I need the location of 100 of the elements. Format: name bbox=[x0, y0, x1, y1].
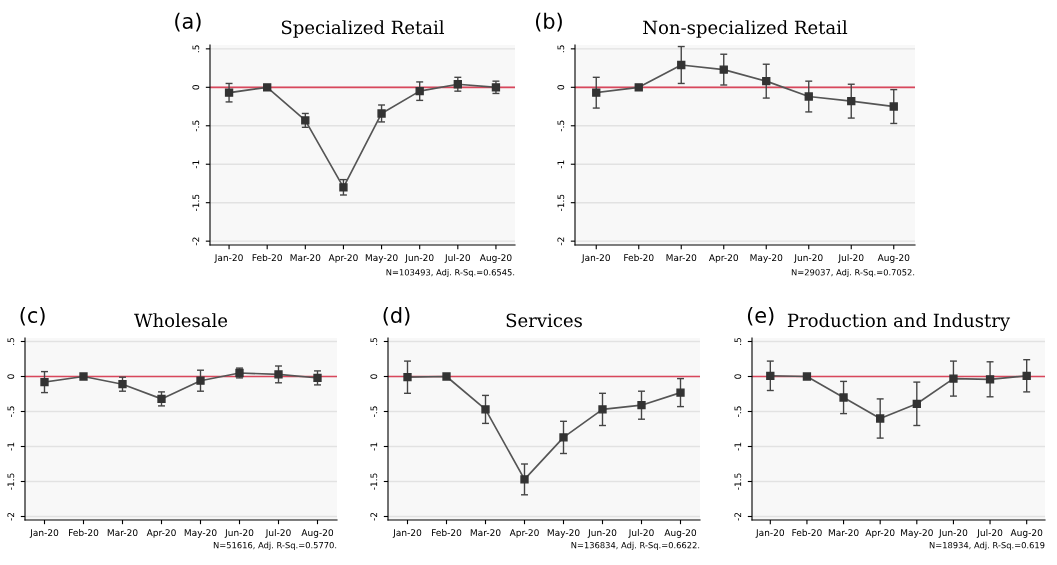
x-tick-label: Jun-20 bbox=[224, 529, 254, 538]
x-tick-label: Mar-20 bbox=[470, 529, 501, 537]
x-tick-label: May-20 bbox=[750, 254, 783, 263]
x-tick-label: May-20 bbox=[365, 254, 398, 263]
y-tick-label: -1 bbox=[7, 442, 15, 451]
x-tick-label: May-20 bbox=[184, 529, 217, 538]
x-tick-label: Aug-20 bbox=[301, 529, 334, 538]
y-tick-label: -1.5 bbox=[7, 473, 15, 490]
x-tick-label: Feb-20 bbox=[792, 529, 822, 537]
x-tick-label: Jul-20 bbox=[444, 254, 471, 263]
y-tick-label: -.5 bbox=[370, 406, 378, 417]
x-tick-label: Jun-20 bbox=[793, 254, 823, 263]
x-tick-label: Jan-20 bbox=[214, 254, 243, 263]
point bbox=[592, 88, 601, 97]
point bbox=[415, 86, 424, 96]
x-tick-label: Aug-20 bbox=[877, 254, 910, 263]
y-tick-label: .5 bbox=[370, 337, 378, 345]
point bbox=[224, 88, 234, 97]
x-tick-label: Jun-20 bbox=[587, 529, 617, 538]
y-tick-label: 0 bbox=[370, 374, 378, 379]
point bbox=[196, 376, 205, 385]
point bbox=[847, 96, 856, 106]
point bbox=[263, 83, 272, 92]
point bbox=[118, 380, 127, 389]
x-tick-label: Jul-20 bbox=[976, 529, 1003, 538]
x-tick-label: Feb-20 bbox=[69, 529, 99, 537]
text: (b) bbox=[535, 12, 562, 32]
x-tick-label: Jan-20 bbox=[581, 254, 610, 263]
x-tick-label: Jan-20 bbox=[755, 529, 785, 538]
y-tick-label: 0 bbox=[557, 85, 565, 90]
x-tick-label: Apr-20 bbox=[509, 529, 539, 538]
y-tick-label: .5 bbox=[734, 337, 742, 345]
x-tick-label: Mar-20 bbox=[107, 529, 138, 537]
x-tick-label: Feb-20 bbox=[624, 254, 654, 262]
y-tick-label: -1 bbox=[557, 160, 565, 169]
x-tick-label: Jan-20 bbox=[392, 529, 422, 538]
x-tick-label: Feb-20 bbox=[432, 529, 462, 537]
x-tick-label: Jun-20 bbox=[404, 254, 434, 263]
point bbox=[339, 183, 348, 192]
text: (d) bbox=[383, 306, 410, 326]
point bbox=[912, 399, 921, 408]
y-tick-label: 0 bbox=[192, 85, 200, 90]
point bbox=[719, 65, 728, 74]
x-tick-label: Jul-20 bbox=[837, 254, 864, 263]
text: N=136834, Adj. R-Sq.=0.6622. bbox=[571, 541, 700, 550]
x-tick-label: Apr-20 bbox=[328, 254, 358, 263]
chart-title: Specialized Retail bbox=[281, 20, 445, 38]
y-tick-label: -1 bbox=[192, 160, 200, 169]
point bbox=[802, 372, 812, 381]
y-tick-label: .5 bbox=[192, 45, 200, 53]
x-tick-label: Jun-20 bbox=[938, 529, 968, 538]
y-tick-label: .5 bbox=[7, 337, 15, 345]
point bbox=[403, 373, 412, 382]
y-tick-label: -1.5 bbox=[557, 194, 565, 212]
x-tick-label: Apr-20 bbox=[146, 529, 176, 538]
x-tick-label: Mar-20 bbox=[666, 254, 697, 262]
y-tick-label: -1 bbox=[370, 442, 378, 451]
point bbox=[889, 102, 898, 111]
point bbox=[1022, 371, 1031, 380]
point bbox=[676, 388, 685, 397]
point bbox=[453, 80, 462, 89]
text: N=18934, Adj. R-Sq.=0.619 bbox=[929, 541, 1045, 550]
point bbox=[766, 371, 775, 380]
y-tick-label: -.5 bbox=[734, 406, 742, 417]
text: (c) bbox=[20, 306, 45, 326]
point bbox=[804, 92, 813, 101]
point bbox=[377, 109, 386, 118]
point bbox=[559, 433, 568, 442]
y-tick-label: -.5 bbox=[557, 120, 565, 132]
y-tick-label: .5 bbox=[557, 45, 565, 53]
y-tick-label: -.5 bbox=[192, 120, 200, 132]
x-tick-label: Aug-20 bbox=[1010, 529, 1043, 538]
point bbox=[481, 405, 490, 414]
point bbox=[301, 116, 310, 125]
x-tick-label: Aug-20 bbox=[479, 254, 512, 263]
y-tick-label: 0 bbox=[7, 374, 15, 379]
chart-title: Wholesale bbox=[134, 313, 228, 328]
point bbox=[839, 393, 848, 402]
point bbox=[520, 475, 529, 484]
y-tick-label: -2 bbox=[370, 512, 378, 521]
x-tick-label: Jul-20 bbox=[265, 529, 291, 538]
y-tick-label: -1.5 bbox=[734, 473, 742, 490]
point bbox=[598, 405, 607, 414]
text: N=51616, Adj. R-Sq.=0.5770. bbox=[213, 541, 337, 550]
x-tick-label: Feb-20 bbox=[252, 254, 282, 262]
point bbox=[40, 377, 49, 387]
point bbox=[762, 76, 771, 86]
x-tick-label: Mar-20 bbox=[290, 254, 321, 262]
y-tick-label: 0 bbox=[734, 374, 742, 379]
point bbox=[637, 401, 646, 410]
text: N=103493, Adj. R-Sq.=0.6545. bbox=[386, 269, 515, 278]
x-tick-label: Mar-20 bbox=[828, 529, 859, 537]
x-tick-label: Jul-20 bbox=[628, 529, 654, 538]
chart-title: Production and Industry bbox=[787, 313, 1011, 331]
y-tick-label: -1.5 bbox=[370, 473, 378, 490]
point bbox=[949, 374, 958, 383]
y-tick-label: -2 bbox=[7, 512, 15, 521]
y-tick-label: -1.5 bbox=[192, 194, 200, 212]
x-tick-label: Aug-20 bbox=[664, 529, 697, 538]
point bbox=[442, 372, 451, 381]
